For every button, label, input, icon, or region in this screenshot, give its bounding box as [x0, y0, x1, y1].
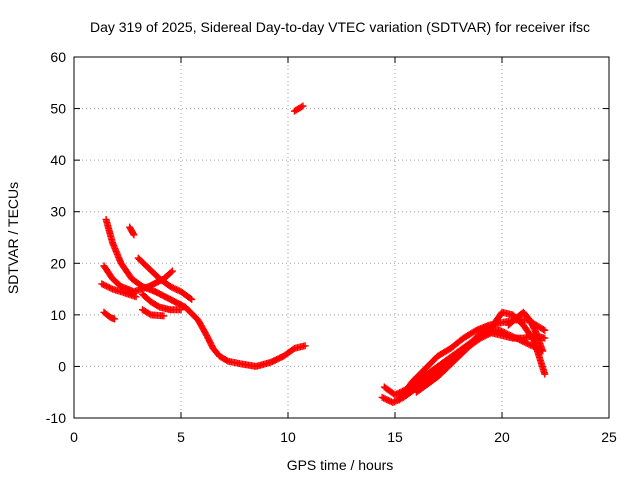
x-tick-label: 15 — [387, 429, 403, 445]
data-point — [529, 343, 537, 351]
data-point — [526, 341, 534, 349]
data-track — [504, 308, 547, 355]
data-point — [171, 285, 179, 293]
data-point — [389, 399, 397, 407]
data-point — [383, 396, 391, 404]
data-point — [531, 343, 539, 351]
data-point — [541, 326, 549, 334]
x-tick-label: 25 — [601, 429, 617, 445]
y-axis-label: SDTVAR / TECUs — [5, 182, 21, 294]
y-tick-label: 40 — [50, 152, 66, 168]
data-point — [102, 282, 110, 290]
data-track — [412, 329, 549, 396]
data-track — [138, 306, 168, 320]
data-point — [541, 370, 549, 378]
grid-lines — [74, 57, 609, 418]
data-point — [392, 397, 400, 405]
data-point — [525, 340, 533, 348]
data-point — [167, 268, 175, 276]
data-track — [98, 280, 140, 301]
data-point — [380, 394, 388, 402]
data-point — [381, 395, 389, 403]
data-point — [186, 294, 194, 302]
x-tick-label: 20 — [494, 429, 510, 445]
data-track — [290, 102, 307, 115]
data-track — [102, 215, 309, 370]
data-track — [100, 308, 119, 323]
chart-title: Day 319 of 2025, Sidereal Day-to-day VTE… — [90, 19, 590, 35]
data-track — [138, 290, 185, 314]
data-point — [528, 342, 536, 350]
data-point — [132, 293, 140, 301]
x-tick-label: 10 — [280, 429, 296, 445]
data-point — [539, 347, 547, 355]
data-point — [98, 280, 106, 288]
data-point — [541, 334, 549, 342]
y-tick-label: 0 — [58, 358, 66, 374]
data-point — [177, 306, 185, 314]
data-track — [134, 254, 196, 303]
y-tick-label: 10 — [50, 307, 66, 323]
data-point — [99, 281, 107, 289]
y-tick-label: 20 — [50, 255, 66, 271]
data-point — [478, 333, 486, 341]
data-track — [126, 223, 138, 239]
data-point — [393, 390, 401, 398]
x-tick-label: 0 — [70, 429, 78, 445]
data-point — [105, 284, 113, 292]
data-point — [101, 281, 109, 289]
data-point — [483, 331, 491, 339]
data-point — [104, 283, 112, 291]
data-point — [188, 295, 196, 303]
data-point — [378, 393, 386, 401]
data-point — [477, 334, 485, 342]
data-point — [172, 285, 180, 293]
data-point — [107, 284, 115, 292]
data-point — [111, 315, 119, 323]
data-point — [539, 325, 547, 333]
data-point — [160, 312, 168, 320]
data-point — [481, 332, 489, 340]
x-axis-label: GPS time / hours — [287, 457, 394, 473]
data-point — [298, 103, 306, 111]
data-point — [484, 330, 492, 338]
data-point — [384, 396, 392, 404]
data-points — [98, 102, 549, 407]
data-track — [100, 262, 176, 296]
data-point — [391, 391, 399, 399]
data-point — [386, 397, 394, 405]
data-point — [169, 284, 177, 292]
y-tick-label: 60 — [50, 49, 66, 65]
data-point — [168, 283, 176, 291]
data-point — [168, 267, 176, 275]
data-point — [299, 102, 307, 110]
data-point — [130, 231, 138, 239]
data-point — [301, 342, 309, 350]
data-point — [174, 286, 182, 294]
data-point — [480, 333, 488, 341]
y-tick-label: 50 — [50, 101, 66, 117]
data-point — [129, 230, 137, 238]
y-tick-label: -10 — [46, 410, 66, 426]
data-point — [390, 398, 398, 406]
data-point — [166, 282, 174, 290]
y-tick-label: 30 — [50, 204, 66, 220]
x-tick-label: 5 — [177, 429, 185, 445]
plot-frame — [73, 56, 610, 419]
data-point — [523, 340, 531, 348]
